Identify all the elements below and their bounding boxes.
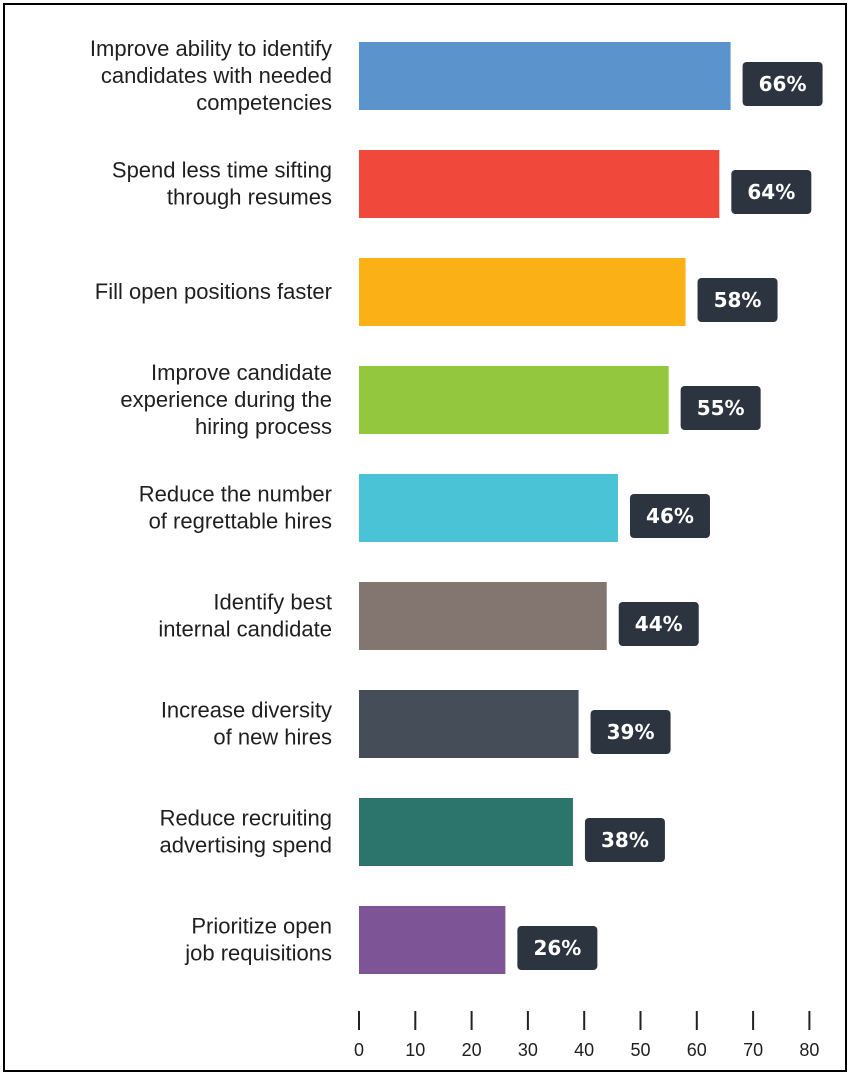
x-tick-label: 40 xyxy=(574,1040,594,1060)
value-label-box xyxy=(742,62,823,106)
category-label: competencies xyxy=(196,90,332,115)
bar xyxy=(359,150,720,218)
category-label: Identify best xyxy=(213,590,332,615)
category-label: Improve candidate xyxy=(151,360,332,385)
bar xyxy=(359,906,506,974)
value-label: 55% xyxy=(697,396,745,420)
value-label: 38% xyxy=(601,828,649,852)
value-label: 44% xyxy=(635,612,683,636)
category-label: hiring process xyxy=(195,414,332,439)
category-label: candidates with needed xyxy=(101,63,332,88)
bar xyxy=(359,582,607,650)
value-label-box xyxy=(697,278,778,322)
category-label: of new hires xyxy=(213,725,332,750)
category-label: Reduce recruiting xyxy=(160,806,332,831)
x-tick-label: 0 xyxy=(354,1040,364,1060)
bar xyxy=(359,366,669,434)
value-label: 66% xyxy=(759,72,807,96)
value-label-box xyxy=(629,494,710,538)
x-tick-label: 50 xyxy=(630,1040,650,1060)
value-label: 39% xyxy=(607,720,655,744)
category-label: Prioritize open xyxy=(191,914,332,939)
category-label: internal candidate xyxy=(158,617,332,642)
value-label-box xyxy=(680,386,761,430)
category-label: Spend less time sifting xyxy=(112,158,332,183)
category-label: through resumes xyxy=(167,185,332,210)
value-label: 46% xyxy=(646,504,694,528)
category-label: experience during the xyxy=(120,387,332,412)
x-tick-label: 10 xyxy=(405,1040,425,1060)
value-label-box xyxy=(618,602,699,646)
x-tick-label: 80 xyxy=(799,1040,819,1060)
bar xyxy=(359,474,618,542)
value-label-box xyxy=(584,818,665,862)
bar xyxy=(359,42,731,110)
category-label: Increase diversity xyxy=(161,698,332,723)
category-label: Fill open positions faster xyxy=(95,279,332,304)
value-label-box xyxy=(590,710,671,754)
value-label: 26% xyxy=(533,936,581,960)
category-label: Improve ability to identify xyxy=(90,36,332,61)
bar xyxy=(359,258,686,326)
bar xyxy=(359,690,579,758)
category-label: job requisitions xyxy=(184,941,332,966)
x-tick-label: 20 xyxy=(462,1040,482,1060)
value-label-box xyxy=(517,926,598,970)
bar xyxy=(359,798,573,866)
x-tick-label: 60 xyxy=(687,1040,707,1060)
value-label: 58% xyxy=(714,288,762,312)
value-label: 64% xyxy=(747,180,795,204)
value-label-box xyxy=(731,170,812,214)
category-label: Reduce the number xyxy=(139,482,332,507)
x-tick-label: 70 xyxy=(743,1040,763,1060)
category-label: of regrettable hires xyxy=(149,509,332,534)
category-label: advertising spend xyxy=(160,833,332,858)
x-tick-label: 30 xyxy=(518,1040,538,1060)
